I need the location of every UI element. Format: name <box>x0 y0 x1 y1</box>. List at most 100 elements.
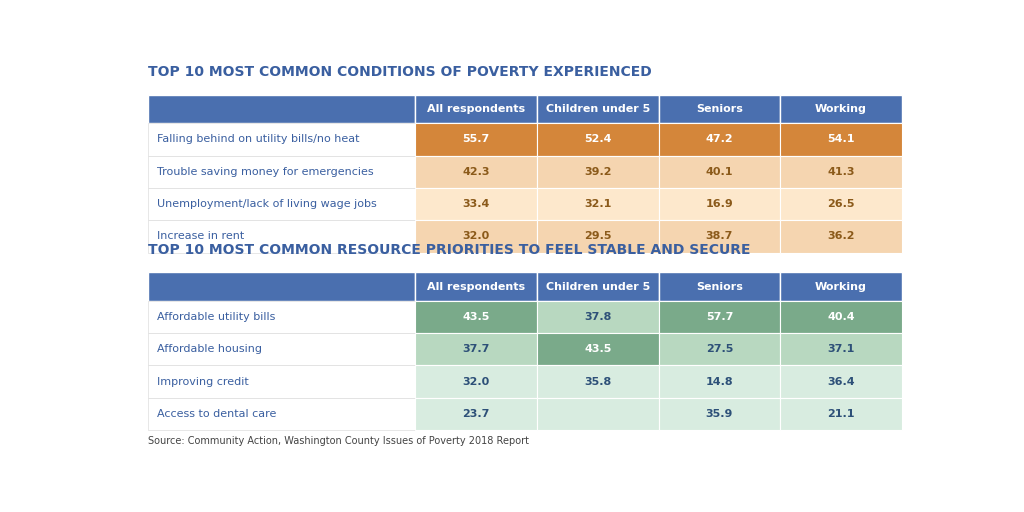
Bar <box>416 156 537 188</box>
Bar <box>416 333 537 366</box>
Bar <box>147 156 416 188</box>
Text: 16.9: 16.9 <box>706 199 733 209</box>
Text: 52.4: 52.4 <box>584 135 611 144</box>
Bar <box>147 123 416 156</box>
Text: 37.8: 37.8 <box>584 312 611 322</box>
Text: Access to dental care: Access to dental care <box>158 409 276 419</box>
Text: 33.4: 33.4 <box>463 199 489 209</box>
Bar <box>658 398 780 430</box>
Text: 14.8: 14.8 <box>706 376 733 387</box>
Text: 41.3: 41.3 <box>827 167 855 177</box>
Text: 23.7: 23.7 <box>463 409 489 419</box>
Bar <box>537 220 658 252</box>
Bar <box>780 398 902 430</box>
Text: Seniors: Seniors <box>696 104 742 114</box>
Text: 43.5: 43.5 <box>463 312 489 322</box>
Text: 36.4: 36.4 <box>827 376 855 387</box>
Bar <box>416 366 537 398</box>
Text: 40.1: 40.1 <box>706 167 733 177</box>
Text: 35.8: 35.8 <box>585 376 611 387</box>
Bar <box>658 333 780 366</box>
Text: 40.4: 40.4 <box>827 312 855 322</box>
Text: Affordable housing: Affordable housing <box>158 344 262 354</box>
Text: Working: Working <box>815 104 867 114</box>
Bar <box>147 301 416 333</box>
Bar <box>416 398 537 430</box>
Text: 35.9: 35.9 <box>706 409 733 419</box>
Bar <box>780 220 902 252</box>
Bar <box>780 366 902 398</box>
Text: Source: Community Action, Washington County Issues of Poverty 2018 Report: Source: Community Action, Washington Cou… <box>147 436 528 446</box>
Bar <box>537 272 658 301</box>
Text: Working: Working <box>815 282 867 291</box>
Text: All respondents: All respondents <box>427 104 525 114</box>
Text: 26.5: 26.5 <box>827 199 855 209</box>
Text: Trouble saving money for emergencies: Trouble saving money for emergencies <box>158 167 374 177</box>
Bar <box>416 123 537 156</box>
Text: 32.0: 32.0 <box>463 231 489 242</box>
Bar <box>658 156 780 188</box>
Bar <box>780 272 902 301</box>
Bar <box>537 95 658 123</box>
Text: 21.1: 21.1 <box>827 409 855 419</box>
Bar <box>416 220 537 252</box>
Text: 47.2: 47.2 <box>706 135 733 144</box>
Text: All respondents: All respondents <box>427 282 525 291</box>
Text: Children under 5: Children under 5 <box>546 104 650 114</box>
Bar <box>780 95 902 123</box>
Bar <box>147 398 416 430</box>
Bar <box>658 301 780 333</box>
Text: Falling behind on utility bills/no heat: Falling behind on utility bills/no heat <box>158 135 359 144</box>
Bar <box>147 95 416 123</box>
Bar <box>537 188 658 220</box>
Bar <box>658 95 780 123</box>
Bar <box>537 301 658 333</box>
Bar <box>658 272 780 301</box>
Bar <box>780 301 902 333</box>
Text: 36.2: 36.2 <box>827 231 855 242</box>
Text: 37.1: 37.1 <box>827 344 855 354</box>
Bar <box>658 220 780 252</box>
Bar <box>780 123 902 156</box>
Bar <box>416 301 537 333</box>
Bar <box>416 188 537 220</box>
Text: 38.7: 38.7 <box>706 231 733 242</box>
Text: 27.5: 27.5 <box>706 344 733 354</box>
Text: 32.1: 32.1 <box>584 199 611 209</box>
Bar <box>537 123 658 156</box>
Text: 55.7: 55.7 <box>463 135 489 144</box>
Bar <box>537 366 658 398</box>
Bar <box>416 95 537 123</box>
Bar <box>780 333 902 366</box>
Bar <box>780 156 902 188</box>
Text: 39.2: 39.2 <box>584 167 611 177</box>
Bar <box>537 156 658 188</box>
Text: 43.5: 43.5 <box>584 344 611 354</box>
Bar <box>147 333 416 366</box>
Text: Seniors: Seniors <box>696 282 742 291</box>
Bar <box>658 123 780 156</box>
Bar <box>147 188 416 220</box>
Text: 37.7: 37.7 <box>463 344 489 354</box>
Bar <box>147 220 416 252</box>
Bar <box>147 272 416 301</box>
Bar <box>537 398 658 430</box>
Text: Affordable utility bills: Affordable utility bills <box>158 312 275 322</box>
Text: 29.5: 29.5 <box>584 231 611 242</box>
Text: Increase in rent: Increase in rent <box>158 231 245 242</box>
Bar <box>658 366 780 398</box>
Text: TOP 10 MOST COMMON RESOURCE PRIORITIES TO FEEL STABLE AND SECURE: TOP 10 MOST COMMON RESOURCE PRIORITIES T… <box>147 243 751 257</box>
Text: 32.0: 32.0 <box>463 376 489 387</box>
Text: Unemployment/lack of living wage jobs: Unemployment/lack of living wage jobs <box>158 199 377 209</box>
Text: 54.1: 54.1 <box>827 135 855 144</box>
Bar <box>537 333 658 366</box>
Bar <box>658 188 780 220</box>
Text: Improving credit: Improving credit <box>158 376 249 387</box>
Text: 57.7: 57.7 <box>706 312 733 322</box>
Text: 42.3: 42.3 <box>463 167 490 177</box>
Text: TOP 10 MOST COMMON CONDITIONS OF POVERTY EXPERIENCED: TOP 10 MOST COMMON CONDITIONS OF POVERTY… <box>147 65 651 79</box>
Bar <box>780 188 902 220</box>
Text: Children under 5: Children under 5 <box>546 282 650 291</box>
Bar <box>147 366 416 398</box>
Bar <box>416 272 537 301</box>
